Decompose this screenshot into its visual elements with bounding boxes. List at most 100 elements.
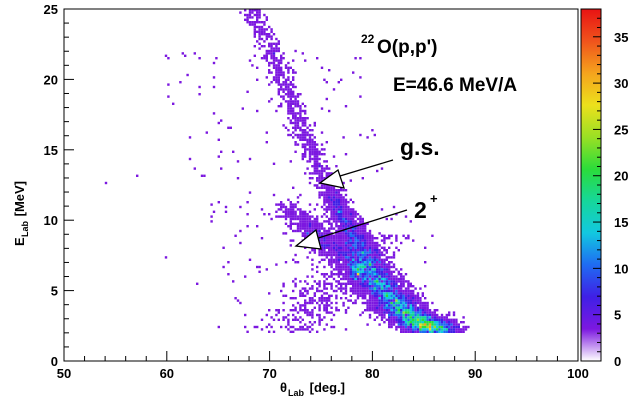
heatmap-cell <box>292 121 295 125</box>
heatmap-cell <box>354 234 357 237</box>
heatmap-cell <box>340 268 343 271</box>
heatmap-cell <box>277 40 280 43</box>
heatmap-cell <box>292 114 295 117</box>
heatmap-cell <box>445 325 448 329</box>
heatmap-cell <box>316 184 319 187</box>
heatmap-cell <box>323 201 326 204</box>
heatmap-cell <box>419 304 422 307</box>
heatmap-cell <box>364 229 367 233</box>
heatmap-cell <box>450 321 453 324</box>
heatmap-cell <box>287 210 290 213</box>
heatmap-cell <box>409 285 412 288</box>
heatmap-cell <box>361 273 364 276</box>
heatmap-cell <box>371 249 374 252</box>
heatmap-cell <box>390 277 393 281</box>
heatmap-cell <box>366 282 369 285</box>
heatmap-cell <box>407 328 410 331</box>
heatmap-cell <box>400 299 403 302</box>
heatmap-cell <box>431 316 434 319</box>
heatmap-cell <box>282 95 285 98</box>
heatmap-cell <box>356 222 360 225</box>
heatmap-cell <box>282 232 285 235</box>
heatmap-cell <box>416 321 420 324</box>
heatmap-cell <box>320 258 324 261</box>
heatmap-cell <box>431 301 434 305</box>
heatmap-cell <box>419 323 422 326</box>
heatmap-cell <box>342 261 345 264</box>
heatmap-cell <box>282 318 285 321</box>
heatmap-cell <box>340 196 343 199</box>
heatmap-cell <box>179 81 182 84</box>
heatmap-cell <box>304 323 307 326</box>
heatmap-cell <box>344 239 348 242</box>
heatmap-cell <box>352 261 355 264</box>
heatmap-cell <box>301 155 304 158</box>
heatmap-cell <box>299 208 302 211</box>
heatmap-cell <box>402 285 405 288</box>
heatmap-cell <box>258 47 261 50</box>
heatmap-cell <box>392 304 396 307</box>
heatmap-cell <box>404 304 408 307</box>
heatmap-cell <box>395 268 398 271</box>
heatmap-cell <box>376 289 379 293</box>
heatmap-cell <box>328 244 331 247</box>
heatmap-cell <box>275 49 278 53</box>
heatmap-cell <box>296 136 300 139</box>
heatmap-cell <box>378 306 381 309</box>
heatmap-cell <box>426 309 429 312</box>
heatmap-cell <box>294 71 297 74</box>
heatmap-cell <box>328 167 331 170</box>
heatmap-cell <box>318 229 321 233</box>
heatmap-cell <box>299 133 302 137</box>
heatmap-cell <box>311 313 314 317</box>
heatmap-cell <box>248 191 252 194</box>
heatmap-cell <box>443 321 446 324</box>
heatmap-cell <box>356 268 360 271</box>
heatmap-cell <box>275 215 278 218</box>
heatmap-cell <box>313 321 316 324</box>
heatmap-cell <box>316 162 319 165</box>
heatmap-cell <box>277 59 280 62</box>
heatmap-cell <box>258 9 261 12</box>
heatmap-cell <box>342 277 345 281</box>
heatmap-cell <box>287 102 290 105</box>
heatmap-cell <box>277 203 280 206</box>
heatmap-cell <box>316 57 319 60</box>
heatmap-cell <box>328 294 331 297</box>
heatmap-cell <box>220 150 223 153</box>
heatmap-cell <box>460 330 463 333</box>
heatmap-cell <box>426 313 429 317</box>
heatmap-cell <box>330 203 333 206</box>
heatmap-cell <box>301 294 304 297</box>
heatmap-cell <box>323 328 326 331</box>
heatmap-cell <box>342 181 345 185</box>
heatmap-cell <box>299 217 302 221</box>
heatmap-cell <box>277 318 280 321</box>
heatmap-cell <box>457 323 460 326</box>
heatmap-cell <box>306 117 309 120</box>
heatmap-cell <box>395 297 398 300</box>
heatmap-cell <box>364 263 367 266</box>
heatmap-cell <box>380 167 384 170</box>
heatmap-cell <box>424 313 427 317</box>
heatmap-cell <box>431 311 434 314</box>
heatmap-cell <box>378 265 381 269</box>
heatmap-cell <box>311 311 314 314</box>
heatmap-cell <box>402 297 405 300</box>
heatmap-cell <box>318 249 321 252</box>
heatmap-cell <box>318 186 321 189</box>
heatmap-cell <box>287 71 290 74</box>
heatmap-cell <box>272 61 276 65</box>
heatmap-cell <box>332 196 336 199</box>
heatmap-cell <box>364 225 367 228</box>
heatmap-cell <box>330 234 333 237</box>
heatmap-cell <box>337 265 340 269</box>
heatmap-cell <box>340 244 343 247</box>
heatmap-cell <box>378 309 381 312</box>
heatmap-cell <box>268 33 271 36</box>
heatmap-cell <box>210 220 213 223</box>
heatmap-cell <box>390 256 393 259</box>
heatmap-cell <box>306 131 309 134</box>
heatmap-cell <box>373 265 376 269</box>
